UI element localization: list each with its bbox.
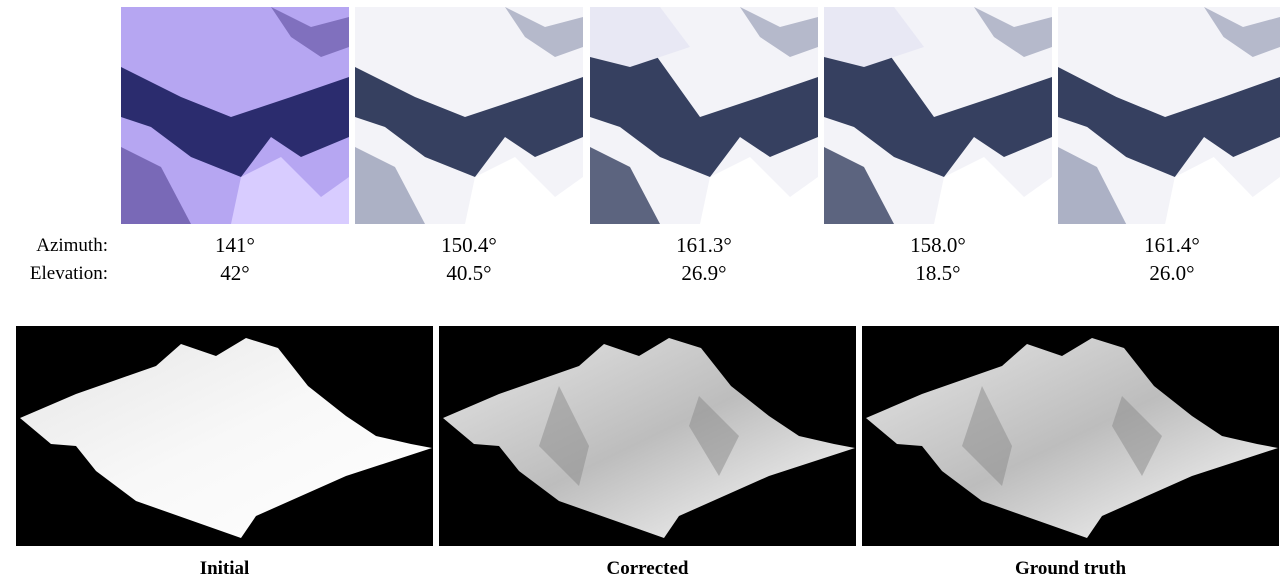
- elevation-value: 40.5°: [399, 261, 539, 286]
- azimuth-value: 158.0°: [868, 233, 1008, 258]
- azimuth-value: 161.4°: [1102, 233, 1242, 258]
- elevation-value: 26.9°: [634, 261, 774, 286]
- satellite-image: [121, 7, 349, 224]
- render-art: [439, 326, 856, 546]
- image-art: [590, 7, 818, 224]
- row-label: Elevation:: [0, 263, 108, 285]
- terrain-render: [439, 326, 856, 546]
- figure: Azimuth: Elevation: 141°42° 150.4°40.5° …: [0, 0, 1283, 584]
- image-art: [1058, 7, 1280, 224]
- render-art: [862, 326, 1279, 546]
- satellite-image: [1058, 7, 1280, 224]
- image-art: [355, 7, 583, 224]
- elevation-value: 18.5°: [868, 261, 1008, 286]
- image-art: [121, 7, 349, 224]
- render-art: [16, 326, 433, 546]
- satellite-image: [824, 7, 1052, 224]
- azimuth-value: 161.3°: [634, 233, 774, 258]
- image-art: [824, 7, 1052, 224]
- row-label: Azimuth:: [0, 235, 108, 257]
- caption: Ground truth: [862, 558, 1279, 580]
- satellite-image: [590, 7, 818, 224]
- caption: Corrected: [439, 558, 856, 580]
- satellite-image: [355, 7, 583, 224]
- azimuth-value: 150.4°: [399, 233, 539, 258]
- elevation-value: 42°: [165, 261, 305, 286]
- azimuth-value: 141°: [165, 233, 305, 258]
- caption: Initial: [16, 558, 433, 580]
- terrain-render: [16, 326, 433, 546]
- elevation-value: 26.0°: [1102, 261, 1242, 286]
- terrain-render: [862, 326, 1279, 546]
